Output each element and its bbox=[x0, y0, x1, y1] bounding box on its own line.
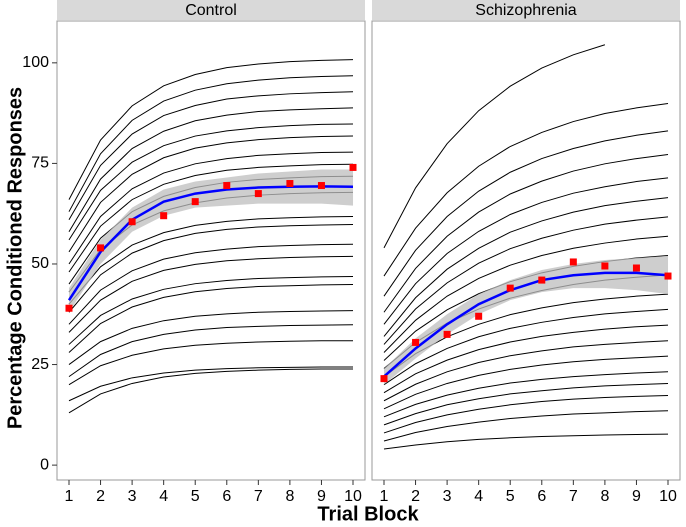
mean-point bbox=[160, 212, 168, 220]
subject-line bbox=[383, 433, 669, 450]
strip-label: Control bbox=[185, 2, 237, 19]
mean-point bbox=[601, 262, 609, 270]
subject-line bbox=[68, 91, 354, 220]
x-tick-label: 4 bbox=[474, 488, 483, 505]
y-axis-title: Percentage Conditioned Responses bbox=[4, 87, 26, 429]
subject-line bbox=[68, 216, 354, 305]
subject-line bbox=[383, 410, 669, 442]
x-tick-label: 3 bbox=[128, 488, 137, 505]
subject-line bbox=[383, 355, 669, 410]
x-tick-label: 8 bbox=[600, 488, 609, 505]
mean-point bbox=[664, 272, 672, 280]
subject-line bbox=[383, 235, 669, 353]
subject-line bbox=[68, 163, 354, 273]
x-tick-label: 2 bbox=[96, 488, 105, 505]
y-tick-label: 75 bbox=[31, 155, 49, 172]
confidence-band bbox=[383, 255, 669, 385]
mean-point bbox=[538, 276, 546, 284]
subject-line bbox=[383, 154, 669, 313]
confidence-band bbox=[68, 169, 354, 313]
subject-line bbox=[383, 308, 669, 386]
mean-point bbox=[506, 284, 514, 292]
subject-line bbox=[68, 283, 354, 353]
subject-line bbox=[383, 395, 669, 434]
subject-line bbox=[68, 340, 354, 386]
strip-label: Schizophrenia bbox=[475, 2, 577, 19]
x-tick-label: 8 bbox=[285, 488, 294, 505]
subject-line bbox=[68, 366, 354, 402]
fit-line bbox=[67, 185, 354, 301]
x-tick-label: 1 bbox=[65, 488, 74, 505]
subject-line bbox=[383, 197, 669, 337]
x-tick-label: 10 bbox=[344, 488, 362, 505]
subject-line bbox=[68, 151, 354, 265]
mean-point bbox=[569, 258, 577, 266]
mean-point bbox=[443, 330, 451, 338]
subject-line bbox=[68, 107, 354, 233]
subject-line bbox=[68, 75, 354, 212]
subject-line bbox=[383, 340, 669, 402]
strip bbox=[372, 0, 680, 20]
mean-point bbox=[191, 198, 199, 206]
y-tick-label: 0 bbox=[40, 456, 49, 473]
mean-point bbox=[475, 312, 483, 320]
x-tick-label: 1 bbox=[380, 488, 389, 505]
x-tick-label: 9 bbox=[317, 488, 326, 505]
subject-line bbox=[383, 44, 606, 249]
subject-line bbox=[68, 275, 354, 345]
x-tick-label: 5 bbox=[506, 488, 515, 505]
x-tick-label: 5 bbox=[191, 488, 200, 505]
subject-line bbox=[68, 59, 354, 200]
subject-line bbox=[383, 371, 669, 418]
panel bbox=[371, 20, 681, 481]
y-tick-label: 100 bbox=[22, 54, 49, 71]
x-tick-label: 10 bbox=[659, 488, 677, 505]
x-tick-label: 3 bbox=[443, 488, 452, 505]
subject-line bbox=[68, 123, 354, 241]
subject-line bbox=[383, 130, 669, 297]
subject-line bbox=[68, 135, 354, 253]
x-tick-label: 6 bbox=[222, 488, 231, 505]
mean-point bbox=[254, 190, 262, 198]
x-tick-label: 9 bbox=[632, 488, 641, 505]
subject-line bbox=[383, 324, 669, 394]
subject-line bbox=[383, 177, 669, 325]
mean-point bbox=[380, 375, 388, 383]
mean-point bbox=[65, 304, 73, 312]
mean-point bbox=[128, 218, 136, 226]
subject-line bbox=[383, 216, 669, 345]
mean-point bbox=[412, 338, 420, 346]
mean-point bbox=[349, 163, 357, 171]
subject-line bbox=[68, 224, 354, 313]
y-tick-label: 25 bbox=[31, 356, 49, 373]
mean-point bbox=[286, 180, 294, 188]
subject-line bbox=[383, 102, 669, 277]
subject-line bbox=[68, 255, 354, 333]
mean-point bbox=[317, 182, 325, 190]
fit-line bbox=[383, 271, 669, 378]
subject-line bbox=[383, 382, 669, 426]
strip bbox=[57, 0, 365, 20]
x-tick-label: 7 bbox=[254, 488, 263, 505]
mean-point bbox=[632, 264, 640, 272]
y-tick-label: 50 bbox=[31, 255, 49, 272]
subject-line bbox=[68, 368, 354, 414]
x-tick-label: 2 bbox=[411, 488, 420, 505]
subject-line bbox=[68, 243, 354, 325]
subject-line bbox=[68, 310, 354, 365]
mean-point bbox=[97, 244, 105, 252]
x-axis-title: Trial Block bbox=[317, 503, 419, 525]
x-tick-label: 6 bbox=[537, 488, 546, 505]
x-tick-label: 4 bbox=[159, 488, 168, 505]
mean-point bbox=[223, 182, 231, 190]
subject-line bbox=[68, 324, 354, 378]
x-tick-label: 7 bbox=[569, 488, 578, 505]
